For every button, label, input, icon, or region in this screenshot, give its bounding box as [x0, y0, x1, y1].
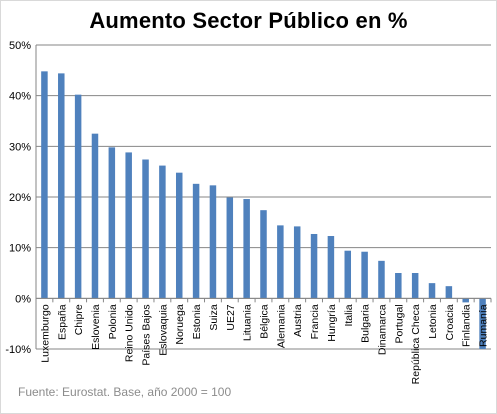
- x-tick-label: República Checa: [410, 304, 422, 384]
- y-tick-label: 10%: [9, 243, 31, 255]
- bar: [58, 73, 65, 299]
- bar: [378, 260, 385, 299]
- bar: [209, 185, 217, 299]
- y-tick-label: 30%: [9, 141, 31, 153]
- x-tick-label: Alemania: [275, 304, 287, 348]
- x-tick-label: Letonia: [427, 304, 439, 339]
- bar: [462, 298, 469, 303]
- bar: [175, 172, 183, 299]
- x-tick-label: Finlandia: [461, 304, 473, 347]
- chart-title: Aumento Sector Público en %: [89, 8, 408, 33]
- x-tick-label: UE27: [225, 304, 237, 330]
- bar: [361, 251, 368, 299]
- x-tick-label: Lituania: [242, 304, 254, 341]
- x-tick-label: Francia: [309, 304, 321, 339]
- bar: [428, 283, 436, 299]
- x-tick-label: Eslovaquia: [157, 304, 169, 356]
- x-tick-label: Eslovenia: [90, 304, 102, 350]
- x-tick-label: Bélgica: [259, 304, 271, 339]
- x-tick-label: Austria: [292, 304, 304, 337]
- x-tick-label: Bulgaria: [360, 304, 372, 343]
- y-tick-label: -10%: [5, 344, 31, 356]
- bar: [395, 273, 402, 299]
- x-tick-label: Italia: [343, 304, 355, 326]
- bar: [277, 225, 284, 299]
- y-tick-label: 40%: [9, 91, 31, 103]
- bar: [479, 298, 486, 349]
- bar: [142, 159, 149, 299]
- bar: [226, 197, 234, 299]
- bar: [41, 71, 48, 299]
- x-tick-label: Dinamarca: [376, 304, 388, 355]
- bar: [159, 165, 166, 299]
- bar: [445, 286, 453, 299]
- bar: [108, 147, 116, 299]
- bar: [125, 152, 132, 299]
- x-tick-label: Luxemburgo: [39, 304, 51, 363]
- x-tick-label: Hungría: [326, 304, 338, 342]
- x-tick-label: Suiza: [208, 304, 220, 330]
- x-tick-label: Noruega: [174, 304, 186, 344]
- bar: [74, 94, 82, 299]
- bar: [91, 133, 99, 299]
- bar: [344, 250, 352, 299]
- x-tick-label: Portugal: [393, 304, 405, 343]
- x-tick-label: Croacia: [444, 304, 456, 340]
- x-tick-label: Rumanía: [478, 304, 490, 347]
- x-tick-label: Estonia: [191, 304, 203, 339]
- y-tick-label: 0%: [15, 293, 31, 305]
- x-tick-label: Países Bajos: [141, 304, 153, 365]
- y-tick-label: 50%: [9, 40, 31, 52]
- bar: [293, 226, 301, 299]
- x-tick-label: España: [56, 304, 68, 340]
- x-tick-label: Polonia: [107, 304, 119, 339]
- bar: [260, 210, 267, 299]
- bar: [192, 183, 200, 299]
- bar: [411, 273, 419, 299]
- x-tick-label: Reino Unido: [124, 304, 136, 362]
- source-note: Fuente: Eurostat. Base, año 2000 = 100: [18, 385, 232, 399]
- bar: [243, 199, 250, 299]
- y-tick-label: 20%: [9, 192, 31, 204]
- bar: [327, 236, 335, 299]
- x-tick-label: Chipre: [73, 304, 85, 335]
- bar: [310, 233, 318, 299]
